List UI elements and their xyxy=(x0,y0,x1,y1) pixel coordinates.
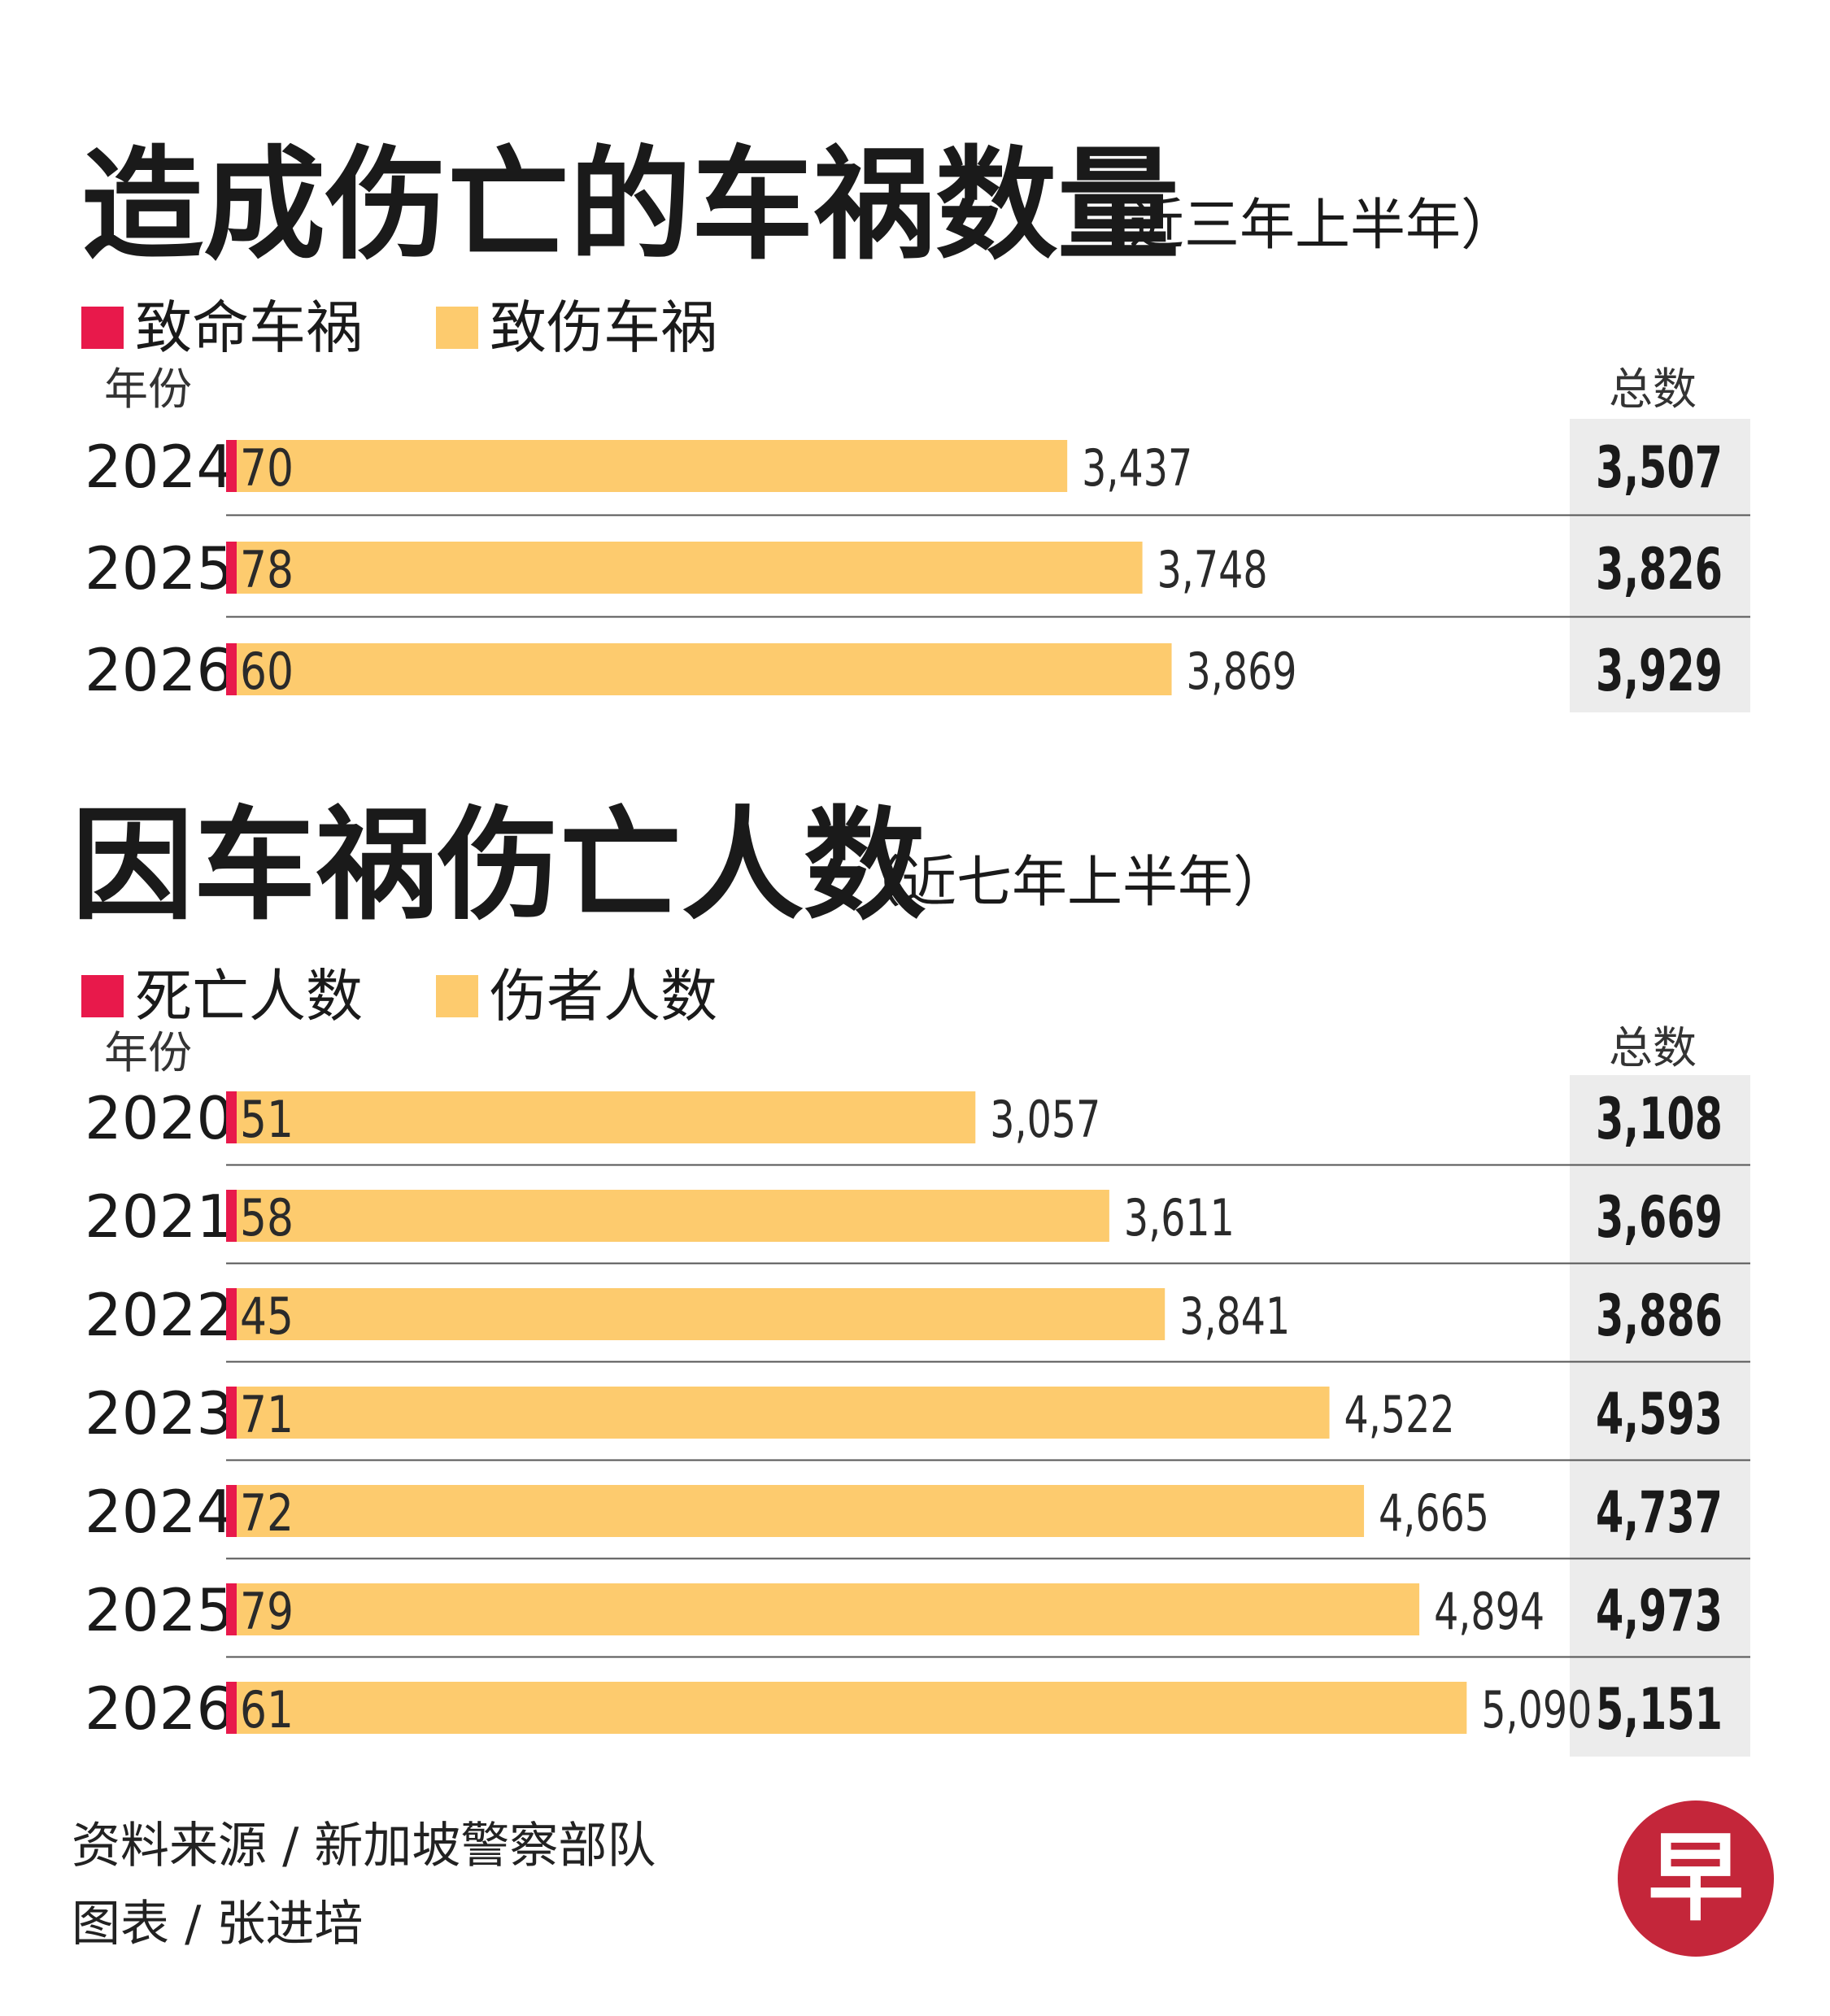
logo-glyph: 早 xyxy=(1648,1821,1744,1934)
legend-label-injured: 伤者人数 xyxy=(490,963,717,1030)
graphic-credit: 图表 / 张进培 xyxy=(72,1896,364,1953)
chart-2-legend: 死亡人数 伤者人数 xyxy=(81,968,717,1025)
logo-circle xyxy=(1618,1800,1774,1957)
label-fatal: 78 xyxy=(240,540,294,599)
chart-1-total-header: 总数 xyxy=(1609,364,1697,415)
label-fatal: 70 xyxy=(240,438,294,498)
chart-1-legend: 致命车祸 致伤车祸 xyxy=(81,299,717,356)
label-injury: 3,748 xyxy=(1157,540,1268,599)
chart-2-year-header: 年份 xyxy=(104,1027,192,1078)
label-fatal: 60 xyxy=(240,642,294,701)
legend-swatch-injury xyxy=(436,307,478,349)
legend-swatch-fatal xyxy=(81,307,124,349)
chart-1-year-header: 年份 xyxy=(104,364,192,415)
legend-swatch-injured xyxy=(436,975,478,1017)
zaobao-logo-icon: 早 xyxy=(1614,1797,1777,1963)
bar-fatal xyxy=(226,643,237,695)
label-injury: 3,437 xyxy=(1082,438,1192,498)
legend-label-deaths: 死亡人数 xyxy=(135,963,363,1030)
label-total: 3,826 xyxy=(1596,536,1723,603)
label-total: 3,507 xyxy=(1596,434,1723,501)
bar-fatal xyxy=(226,440,237,492)
chart-1-totals-band xyxy=(1570,419,1750,712)
legend-label-fatal: 致命车祸 xyxy=(135,294,363,361)
chart-1-subtitle: （近三年上半年） xyxy=(1074,194,1517,258)
bar-fatal xyxy=(226,542,237,594)
chart-1-title: 造成伤亡的车祸数量 xyxy=(81,135,1180,276)
legend-swatch-deaths xyxy=(81,975,124,1017)
source-credit: 资料来源 / 新加坡警察部队 xyxy=(72,1818,656,1874)
year-label: 2024 xyxy=(85,433,233,501)
year-label: 2026 xyxy=(85,636,233,704)
bar-injury xyxy=(237,440,1068,492)
bar-injury xyxy=(237,542,1143,594)
legend-label-injury: 致伤车祸 xyxy=(490,294,717,361)
chart-2-title: 因车祸伤亡人数 xyxy=(72,795,926,937)
bar-injury xyxy=(237,643,1172,695)
year-label: 2025 xyxy=(85,534,233,603)
label-total: 3,929 xyxy=(1596,638,1723,704)
chart-2-subtitle: （近七年上半年） xyxy=(846,851,1289,915)
chart-2-total-header: 总数 xyxy=(1609,1022,1697,1073)
label-injury: 3,869 xyxy=(1187,642,1297,701)
